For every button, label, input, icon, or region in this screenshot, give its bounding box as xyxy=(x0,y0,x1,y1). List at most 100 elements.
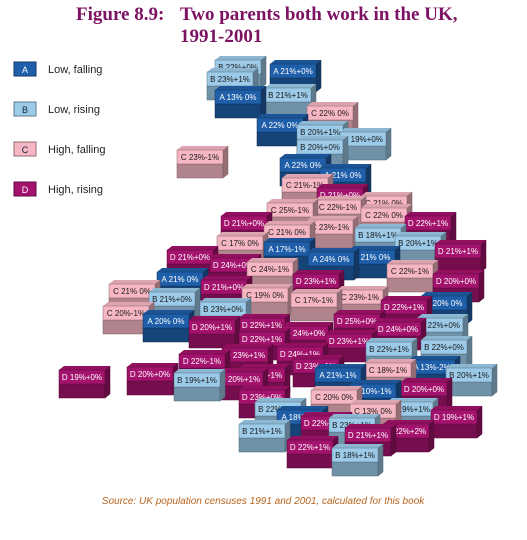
block-label: C 23%-1% xyxy=(181,153,219,162)
block-label: D 19%+1% xyxy=(434,413,474,422)
block-face xyxy=(307,251,355,267)
block-label: B 19%+0% xyxy=(343,135,383,144)
block-label: C 18%-1% xyxy=(369,366,407,375)
block-top xyxy=(239,386,290,390)
block: B 21%+1% xyxy=(238,419,291,453)
legend-swatch xyxy=(13,141,37,157)
block-top xyxy=(222,344,273,348)
block: D 21%+1% xyxy=(434,239,487,273)
block-top xyxy=(277,406,328,410)
block-top xyxy=(189,316,240,320)
block-label: D 22%+1% xyxy=(304,419,344,428)
block-top xyxy=(207,68,258,72)
block: D 20%+0% xyxy=(126,362,179,396)
block-top xyxy=(365,359,416,363)
block-face xyxy=(380,299,428,315)
block-side xyxy=(450,211,457,245)
block-top xyxy=(287,436,338,440)
block-top xyxy=(293,270,344,274)
block-label: A 21% 0% xyxy=(354,253,391,262)
block-top xyxy=(311,386,362,390)
block-top xyxy=(264,238,315,242)
block-label: C 22%-1% xyxy=(319,203,357,212)
block-top xyxy=(381,296,432,300)
block-top xyxy=(315,196,366,200)
block-label: C 24%-1% xyxy=(251,265,289,274)
block-label: A 24% 0% xyxy=(313,255,350,264)
block-label: D 21%+0% xyxy=(224,219,264,228)
block: B 18%+1% xyxy=(331,443,384,477)
block-face xyxy=(365,341,413,357)
block-label: D 23%+1% xyxy=(296,362,336,371)
block-top xyxy=(297,136,348,140)
block-face xyxy=(173,372,221,388)
block-face xyxy=(214,89,262,105)
block-label: B 22%+0% xyxy=(420,321,460,330)
block-side xyxy=(377,443,384,477)
block-top xyxy=(375,318,426,322)
block-label: A 10%-1% xyxy=(354,387,391,396)
block-top xyxy=(361,192,412,196)
block-label: C 20%-1% xyxy=(107,309,145,318)
block-face xyxy=(386,263,434,279)
block-side xyxy=(428,419,435,453)
block-face xyxy=(178,353,226,369)
block-label: D 19%+0% xyxy=(62,373,102,382)
block-front xyxy=(290,306,338,322)
block-top xyxy=(340,128,391,132)
block-label: C 22%-1% xyxy=(391,267,429,276)
block-face xyxy=(420,339,468,355)
block-label: D 20%+0% xyxy=(436,277,476,286)
block-label: B 21%+1% xyxy=(268,91,308,100)
block-label: D 21%+0% xyxy=(204,283,244,292)
block-face xyxy=(286,439,334,455)
block: C 23%-1% xyxy=(306,215,359,249)
block-label: B 19%+1% xyxy=(177,376,217,385)
block-label: D 20%+0% xyxy=(130,370,170,379)
block: C 23%-1% xyxy=(176,145,229,179)
cartogram: B 22%+0% A 21%+0% B 23%+1% B 21%+1% A 13% 0%… xyxy=(58,55,498,477)
block-label: B 20%+1% xyxy=(398,239,438,248)
block-top xyxy=(201,276,252,280)
block-side xyxy=(353,247,360,281)
block-top xyxy=(264,221,315,225)
block-label: C 21% 0% xyxy=(365,199,403,208)
block-side xyxy=(219,368,226,402)
block-side xyxy=(446,377,453,411)
block-label: C 22% 0% xyxy=(311,109,349,118)
block-label: D 21%+1% xyxy=(438,247,478,256)
block-face xyxy=(331,447,379,463)
block-front xyxy=(445,381,493,397)
block-top xyxy=(167,246,218,250)
block-label: D 21%+0% xyxy=(170,253,210,262)
block-face xyxy=(404,215,452,231)
block-label: C 21%-1% xyxy=(286,181,324,190)
block-label: A 20% 0% xyxy=(148,317,185,326)
block-label: A 13% 0% xyxy=(220,93,257,102)
block-top xyxy=(210,254,261,258)
block-top xyxy=(127,363,178,367)
block-label: A 21% 0% xyxy=(162,275,199,284)
block-label: C 19% 0% xyxy=(246,291,284,300)
figure-number: Figure 8.9: xyxy=(76,4,164,25)
block-label: A 21%+0% xyxy=(273,67,312,76)
block-top xyxy=(421,292,472,296)
block-face xyxy=(126,366,174,382)
block: B 19%+0% xyxy=(339,127,392,161)
block-top xyxy=(109,280,160,284)
block-label: C 23%-1% xyxy=(341,293,379,302)
legend-label: High, falling xyxy=(48,144,105,156)
block-label: C 22% 0% xyxy=(365,211,403,220)
legend-swatch xyxy=(13,61,37,77)
block-face xyxy=(241,287,289,303)
block-side xyxy=(194,287,201,321)
block-label: D 24%+0% xyxy=(285,329,325,338)
block-top xyxy=(435,240,486,244)
block-top xyxy=(247,258,298,262)
block-label: D 23%+0% xyxy=(242,393,282,402)
block-label: D 21%+0% xyxy=(320,191,360,200)
block-top xyxy=(239,420,290,424)
block-label: B 22%+0% xyxy=(424,343,464,352)
block-top xyxy=(239,314,290,318)
